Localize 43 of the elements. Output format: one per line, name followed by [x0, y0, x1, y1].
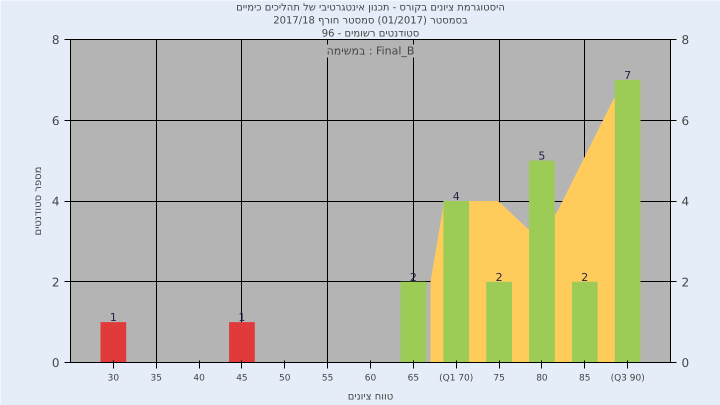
y-tick-label: 2 [52, 275, 60, 290]
data-label: 1 [110, 311, 117, 324]
x-tick-label: (Q1 70) [439, 374, 474, 384]
x-axis-title: טווח ציונים [348, 392, 394, 402]
chart-title: היסטוגרמת ציונים בקורס - תכנון אינטגרטיבי של תהליכים כימיים [236, 2, 505, 14]
y2-tick-label: 6 [682, 114, 690, 128]
x-tick-label: (Q3 90) [610, 374, 645, 384]
x-tick-label: 65 [408, 374, 420, 384]
x-tick-label: 55 [322, 374, 334, 384]
bar [443, 201, 470, 362]
y-tick-label: 0 [52, 356, 60, 370]
x-tick-label: 50 [279, 374, 291, 384]
annotation: במשימה : Final_B [326, 44, 414, 58]
y-tick-label: 8 [52, 33, 60, 47]
x-tick-label: 40 [193, 374, 206, 384]
y2-tick-label: 0 [682, 356, 690, 370]
y2-tick-label: 8 [682, 33, 690, 47]
x-tick-label: 80 [536, 374, 548, 384]
bar [486, 282, 512, 362]
data-label: 5 [538, 150, 546, 163]
x-tick-label: 35 [150, 374, 162, 384]
data-label: 2 [581, 270, 588, 284]
y2-tick-label: 2 [682, 275, 690, 290]
y2-tick-label: 4 [682, 194, 690, 208]
y-axis-title: מספר סטודנטים [32, 166, 44, 236]
y-tick-label: 4 [52, 194, 60, 208]
x-tick-label: 45 [236, 374, 248, 384]
chart-subtitle: בסמסטר (01/2017) סמסטר חורף 2017/18 [273, 16, 468, 26]
x-tick-label: 75 [493, 374, 505, 384]
bar [529, 160, 555, 362]
bar [572, 282, 598, 362]
text: סטודנטים רשומים - 96 [322, 28, 420, 40]
data-label: 7 [624, 68, 632, 82]
data-label: 4 [452, 190, 460, 203]
bar [229, 322, 255, 362]
bar [100, 322, 126, 362]
bar [614, 80, 640, 362]
x-tick-label: 85 [579, 374, 591, 384]
y-tick-label: 6 [52, 114, 60, 128]
x-tick-label: 60 [364, 374, 376, 384]
bar [400, 282, 426, 362]
data-label: 2 [496, 270, 503, 284]
x-tick-label: 30 [108, 374, 120, 384]
